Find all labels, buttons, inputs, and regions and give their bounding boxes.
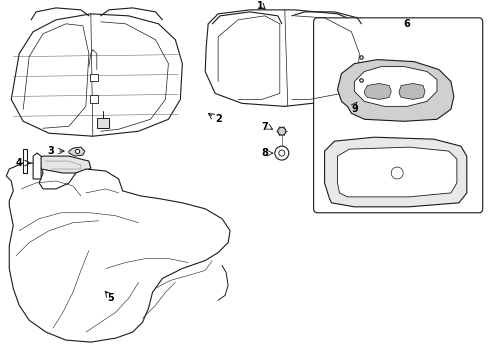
Polygon shape (365, 84, 391, 99)
Polygon shape (205, 10, 371, 106)
FancyBboxPatch shape (314, 18, 483, 213)
Polygon shape (338, 147, 457, 197)
Polygon shape (399, 84, 425, 99)
Text: 6: 6 (404, 19, 411, 29)
Circle shape (275, 146, 289, 160)
Polygon shape (23, 149, 27, 173)
Polygon shape (324, 137, 467, 207)
Circle shape (278, 127, 286, 135)
Text: 7: 7 (262, 122, 268, 132)
Polygon shape (11, 14, 182, 136)
Circle shape (391, 167, 403, 179)
Bar (97, 118, 109, 128)
Polygon shape (338, 60, 454, 121)
Polygon shape (354, 67, 437, 106)
Text: 8: 8 (262, 148, 269, 158)
Text: 2: 2 (215, 114, 221, 124)
Polygon shape (69, 147, 85, 156)
Bar (90, 73, 98, 81)
Circle shape (279, 150, 285, 156)
Text: 1: 1 (257, 1, 263, 11)
Text: 3: 3 (48, 146, 54, 156)
Text: 9: 9 (351, 104, 358, 114)
Text: 5: 5 (107, 293, 114, 303)
Text: 4: 4 (16, 158, 23, 168)
Polygon shape (36, 156, 91, 173)
Polygon shape (33, 153, 41, 179)
Polygon shape (6, 163, 230, 342)
Bar (90, 95, 98, 103)
